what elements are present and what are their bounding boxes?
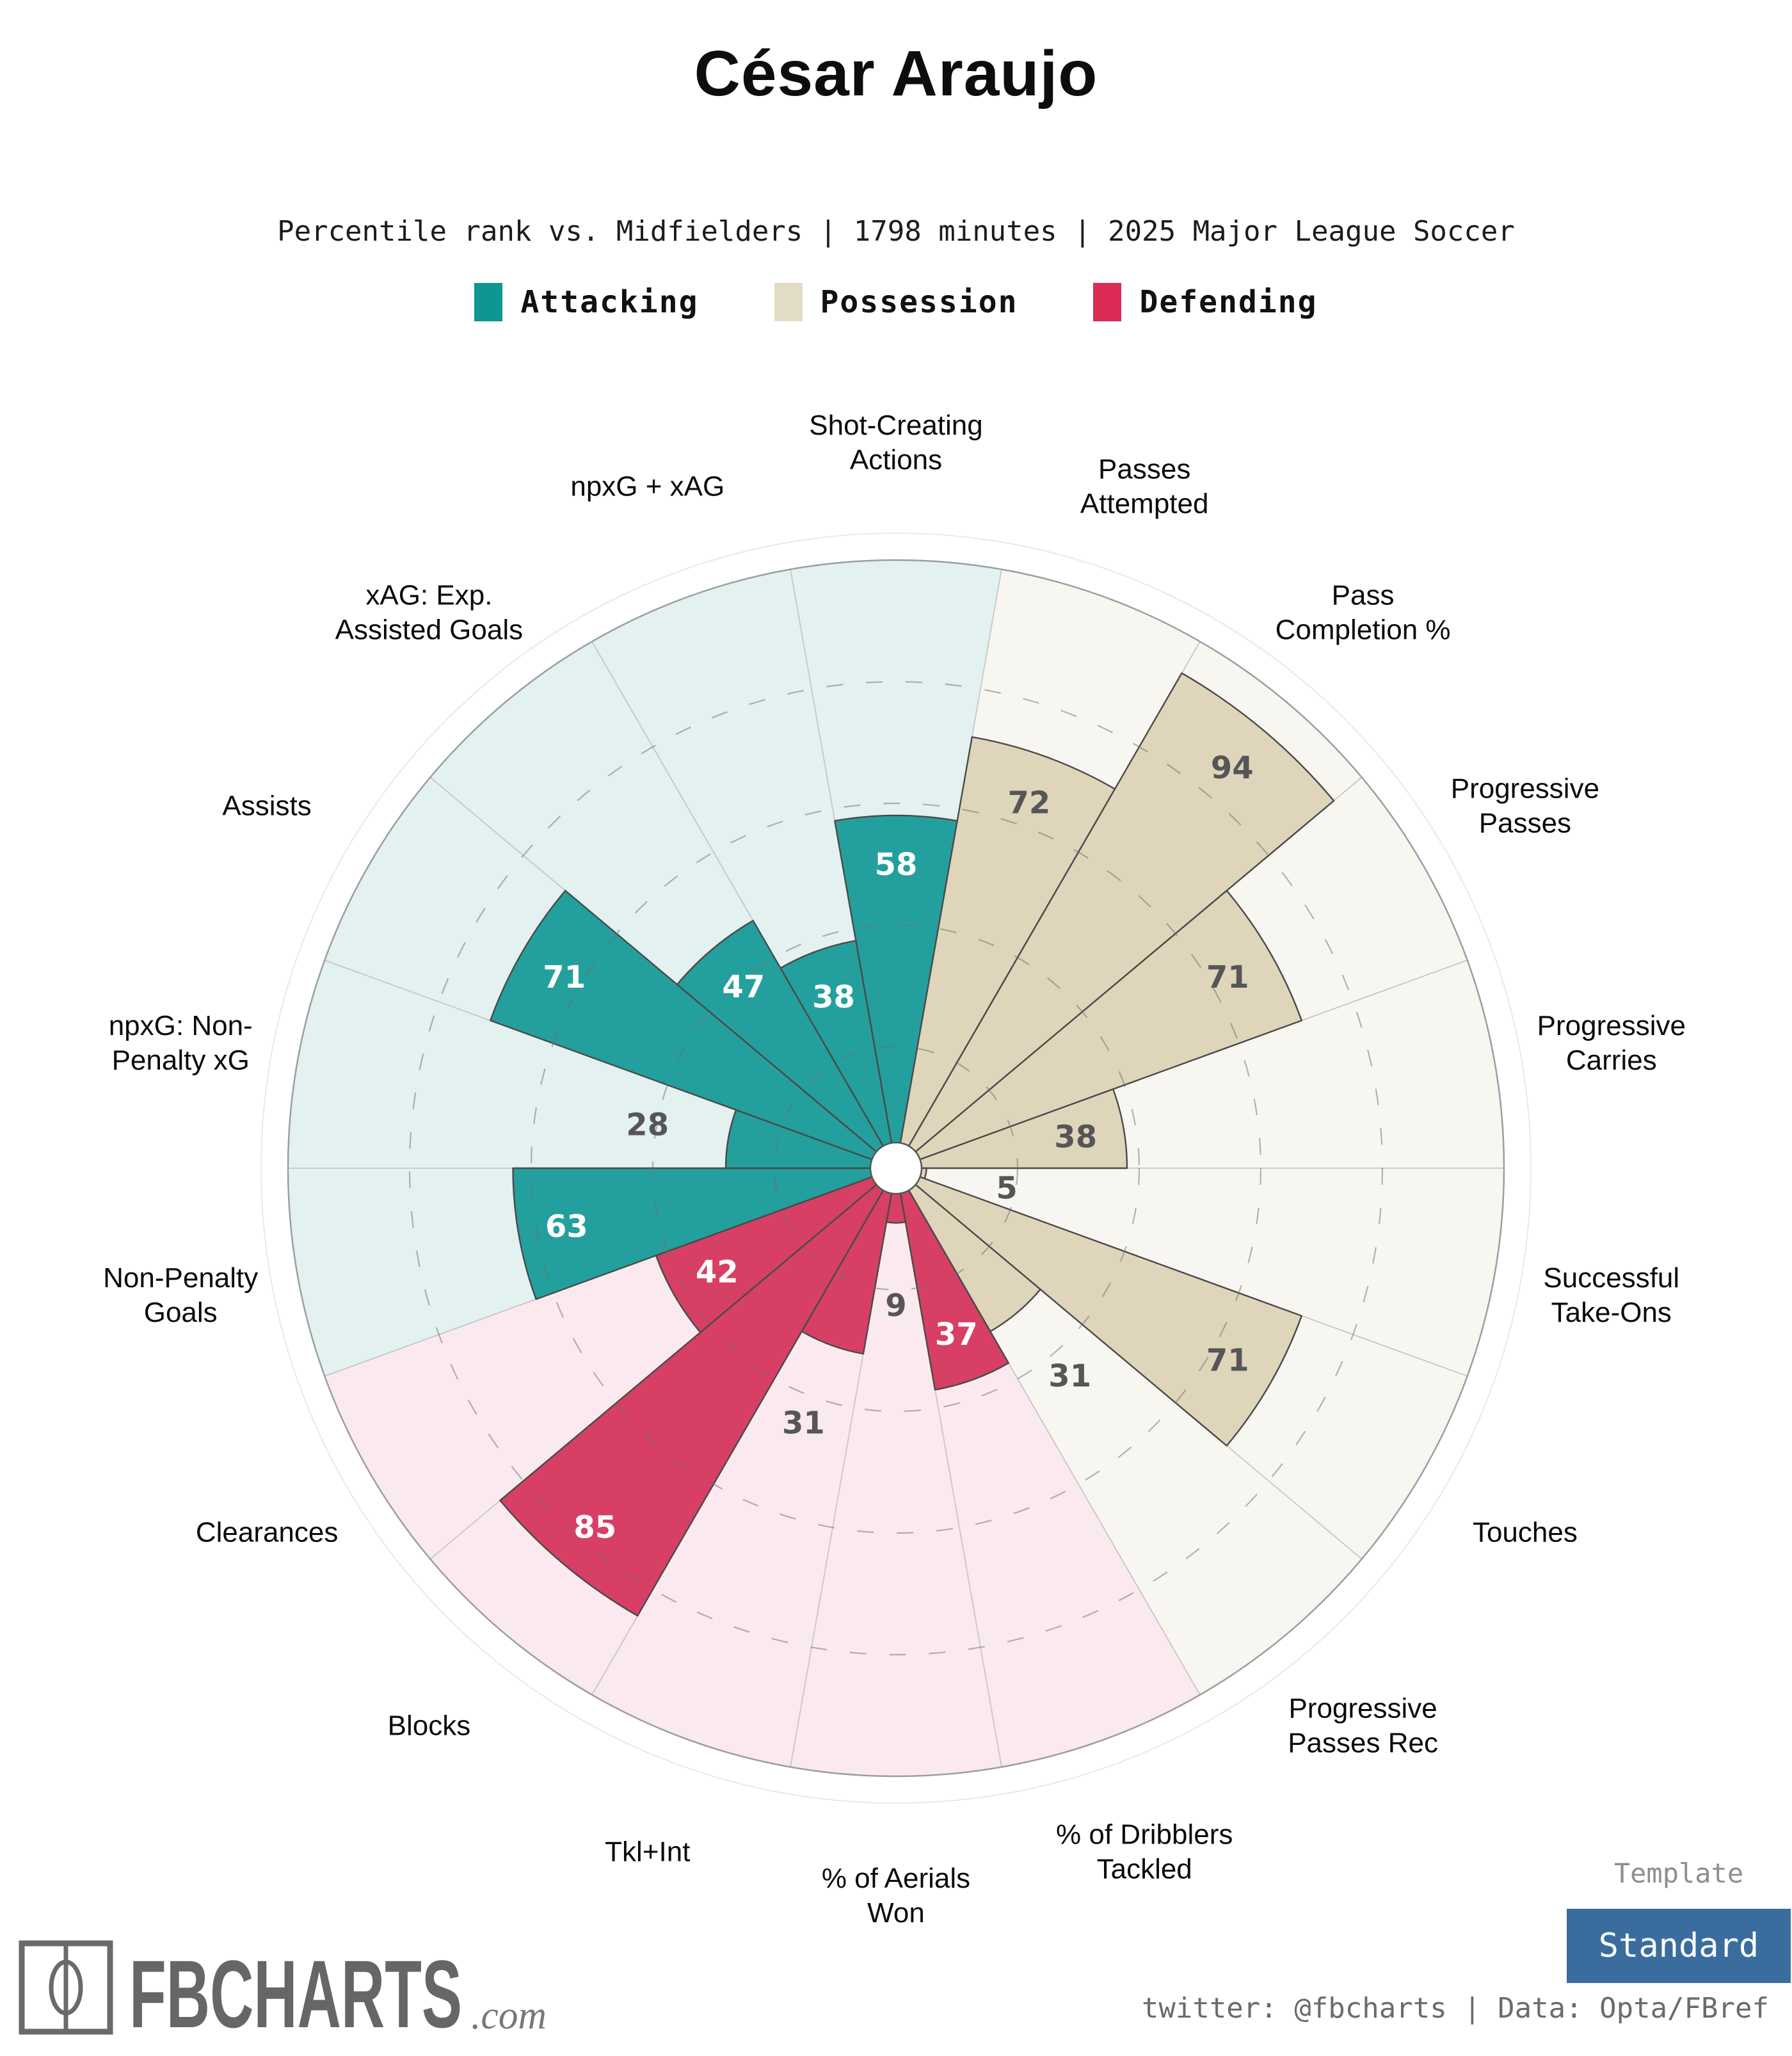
legend-label-possession: Possession	[820, 284, 1018, 320]
slice-fill-assists	[490, 890, 897, 1169]
slice-value-progressive-carries: 38	[1054, 1120, 1097, 1155]
slice-label-successful-take-ons: Successful Take-Ons	[1543, 1262, 1679, 1328]
slice-label-pass-completion: Pass Completion %	[1276, 580, 1451, 646]
gridline-80	[408, 680, 1384, 1656]
legend-item-defending: Defending	[1093, 283, 1317, 321]
slice-value-successful-take-ons: 5	[996, 1171, 1017, 1207]
pitch-centre-circle-icon	[49, 1959, 83, 2016]
logo-wordmark: FBCHARTS	[129, 1940, 462, 2048]
slice-label-progressive-passes-rec: Progressive Passes Rec	[1288, 1693, 1438, 1759]
credit-line: twitter: @fbcharts | Data: Opta/FBref	[1141, 1992, 1769, 2025]
legend-swatch-possession	[774, 283, 803, 321]
legend-swatch-attacking	[474, 283, 503, 321]
legend-item-possession: Possession	[774, 283, 1018, 321]
gridline-60	[530, 802, 1262, 1534]
slice-label-blocks: Blocks	[388, 1710, 471, 1742]
slice-fill-blocks	[499, 1167, 897, 1617]
page-subtitle: Percentile rank vs. Midfielders | 1798 m…	[277, 215, 1515, 248]
slice-label-assists: Assists	[222, 791, 311, 822]
legend-label-attacking: Attacking	[520, 284, 699, 320]
logo-suffix: .com	[471, 1994, 547, 2037]
slice-fill-npxg-xag	[780, 940, 897, 1169]
slice-value-of-dribblers-tackled: 37	[935, 1317, 978, 1353]
slice-fill-touches	[895, 1167, 1302, 1447]
slice-label-npxg-xag: npxG + xAG	[570, 470, 724, 502]
slice-value-pass-completion: 94	[1211, 750, 1254, 786]
center-hub	[869, 1141, 923, 1195]
slice-value-tkl-int: 31	[782, 1405, 825, 1441]
slice-label-of-dribblers-tackled: % of Dribblers Tackled	[1056, 1819, 1233, 1885]
fbcharts-logo: FBCHARTS .com	[19, 1940, 547, 2048]
slice-value-of-aerials-won: 9	[885, 1288, 906, 1324]
slice-value-progressive-passes: 71	[1206, 960, 1249, 995]
legend-swatch-defending	[1093, 283, 1122, 321]
slice-value-npxg-non-penalty-xg: 28	[626, 1107, 669, 1143]
gridline-40	[652, 924, 1140, 1413]
slice-label-progressive-passes: Progressive Passes	[1451, 773, 1599, 839]
slice-label-xag-exp-assisted-goals: xAG: Exp. Assisted Goals	[335, 580, 523, 646]
template-standard-button[interactable]: Standard	[1567, 1909, 1791, 1983]
outer-circle	[287, 559, 1505, 1778]
template-label: Template	[1613, 1858, 1744, 1889]
legend-item-attacking: Attacking	[474, 283, 698, 321]
slice-fill-passes-attempted	[895, 736, 1116, 1169]
page-title: César Araujo	[694, 38, 1098, 109]
outer-ring-faint	[260, 533, 1532, 1804]
slice-fill-non-penalty-goals	[512, 1167, 897, 1300]
slice-label-touches: Touches	[1473, 1517, 1578, 1548]
slice-value-non-penalty-goals: 63	[545, 1209, 588, 1245]
slice-label-npxg-non-penalty-xg: npxG: Non-Penalty xG	[109, 1010, 253, 1076]
slice-label-tkl-int: Tkl+Int	[605, 1836, 690, 1868]
slice-fill-shot-creating-actions	[834, 814, 958, 1169]
slice-value-shot-creating-actions: 58	[875, 847, 918, 883]
slice-label-progressive-carries: Progressive Carries	[1537, 1010, 1686, 1076]
slice-label-passes-attempted: Passes Attempted	[1080, 453, 1209, 519]
gridline-20	[773, 1045, 1019, 1291]
slice-label-shot-creating-actions: Shot-Creating Actions	[809, 410, 982, 476]
legend: Attacking Possession Defending	[0, 283, 1792, 321]
slice-value-assists: 71	[543, 960, 586, 995]
slice-fill-clearances	[655, 1167, 897, 1333]
slice-fill-pass-completion	[895, 672, 1335, 1169]
slice-label-clearances: Clearances	[196, 1517, 339, 1548]
slice-label-of-aerials-won: % of Aerials Won	[822, 1863, 970, 1929]
slice-value-clearances: 42	[696, 1255, 739, 1290]
slice-value-progressive-passes-rec: 31	[1048, 1358, 1091, 1394]
slice-value-blocks: 85	[573, 1509, 616, 1545]
slice-value-touches: 71	[1206, 1342, 1249, 1378]
slice-fill-progressive-passes	[895, 890, 1302, 1169]
slice-fill-of-dribblers-tackled	[895, 1167, 1009, 1391]
legend-label-defending: Defending	[1139, 284, 1318, 320]
slice-value-npxg-xag: 38	[812, 979, 855, 1015]
slice-label-non-penalty-goals: Non-Penalty Goals	[103, 1262, 258, 1328]
slice-value-xag-exp-assisted-goals: 47	[722, 969, 765, 1005]
slice-value-passes-attempted: 72	[1008, 785, 1051, 821]
slice-fill-xag-exp-assisted-goals	[676, 920, 897, 1169]
